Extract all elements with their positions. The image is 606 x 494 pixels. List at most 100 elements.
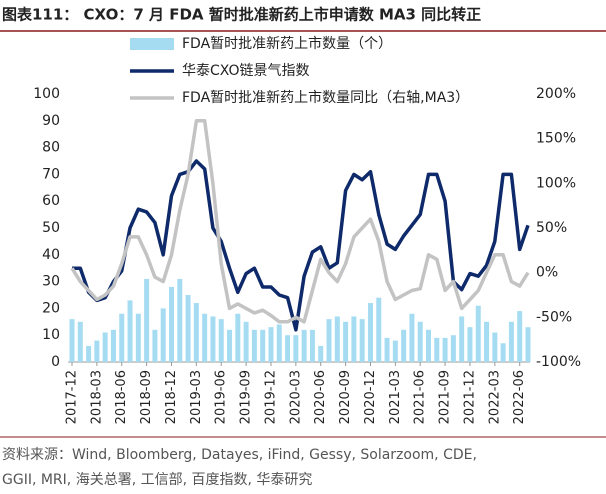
bar [492,332,498,362]
x-tick-label: 2018-03 [89,370,104,424]
bar [94,340,100,362]
x-tick-label: 2022-06 [512,370,527,424]
bar [467,327,473,362]
bar [235,313,241,362]
y-tick-label: 0 [51,354,60,370]
legend-swatch [130,38,174,50]
x-tick-label: 2020-12 [363,370,378,424]
bar [417,321,423,362]
x-tick-label: 2020-03 [288,370,303,424]
bar [86,345,92,362]
bar [268,327,274,362]
bar [202,313,208,362]
bar [301,329,307,362]
x-tick-label: 2020-06 [313,370,328,424]
legend-label: FDA暂时批准新药上市数量（个） [182,35,392,52]
bar [110,329,116,362]
y2-tick-label: 100% [536,175,576,191]
bar [227,329,233,362]
bar [135,313,141,362]
bar [185,295,191,362]
y2-tick-label: 0% [536,265,558,281]
bar [450,335,456,362]
y2-tick-label: 50% [536,220,567,236]
bar [119,313,125,362]
bar [426,329,432,362]
bar [152,329,158,362]
bar [351,316,357,362]
x-tick-label: 2020-09 [338,370,353,424]
bar [77,321,83,362]
x-tick-label: 2021-06 [413,370,428,424]
bar [525,327,531,362]
bar [517,311,523,362]
bar [318,345,324,362]
bar [475,305,481,362]
bar [193,303,199,362]
y2-tick-label: -100% [536,354,581,370]
x-tick-label: 2021-03 [388,370,403,424]
bar [218,319,224,362]
x-tick-label: 2018-12 [164,370,179,424]
bar [500,343,506,362]
bar [102,332,108,362]
source: GGII, MRI, 海关总署, 工信部, 百度指数, 华泰研究 [2,472,312,488]
bar [293,335,299,362]
x-tick-label: 2019-06 [214,370,229,424]
y-tick-label: 50 [42,220,60,236]
y2-tick-label: 150% [536,131,576,147]
bar [210,316,216,362]
y-tick-label: 30 [42,274,60,290]
bar [343,321,349,362]
chart-title: 图表111： CXO：7 月 FDA 暂时批准新药上市申请数 MA3 同比转正 [2,6,481,24]
bar [376,297,382,362]
x-tick-label: 2019-09 [239,370,254,424]
y2-tick-label: -50% [536,309,572,325]
bar [384,337,390,362]
y-tick-label: 70 [42,166,60,182]
bar [484,321,490,362]
bar [160,308,166,362]
y-tick-label: 90 [42,113,60,129]
x-tick-label: 2021-09 [438,370,453,424]
bar [459,316,465,362]
bar [309,329,315,362]
line [70,119,530,324]
y-tick-label: 60 [42,193,60,209]
y-tick-label: 20 [42,300,60,316]
bar [442,337,448,362]
bar [127,300,133,362]
bar [168,286,174,362]
bar [367,303,373,362]
y-tick-label: 80 [42,140,60,156]
source: 资料来源：Wind, Bloomberg, Datayes, iFind, Ge… [2,447,477,463]
bar [243,321,249,362]
x-tick-label: 2019-03 [189,370,204,424]
bar [401,329,407,362]
bar [177,278,183,362]
bar [276,324,282,362]
bar [409,313,415,362]
x-tick-label: 2021-12 [462,370,477,424]
legend-label: FDA暂时批准新药上市数量同比（右轴,MA3） [182,89,469,106]
line [72,159,530,332]
y-tick-label: 40 [42,247,60,263]
bar [326,319,332,362]
bar [334,316,340,362]
x-tick-label: 2017-12 [65,370,80,424]
bar [392,340,398,362]
y-tick-label: 10 [42,327,60,343]
bar [285,335,291,362]
bar [251,329,257,362]
x-tick-label: 2022-03 [487,370,502,424]
bar [359,319,365,362]
y-tick-label: 100 [33,86,60,102]
legend-label: 华泰CXO链景气指数 [182,63,310,79]
bar [69,319,75,362]
bar [260,329,266,362]
x-tick-label: 2018-06 [114,370,129,424]
bar [434,337,440,362]
x-tick-label: 2019-12 [263,370,278,424]
x-tick-label: 2018-09 [139,370,154,424]
